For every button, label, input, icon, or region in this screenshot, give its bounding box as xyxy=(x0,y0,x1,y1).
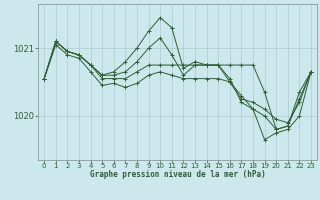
X-axis label: Graphe pression niveau de la mer (hPa): Graphe pression niveau de la mer (hPa) xyxy=(90,170,266,179)
